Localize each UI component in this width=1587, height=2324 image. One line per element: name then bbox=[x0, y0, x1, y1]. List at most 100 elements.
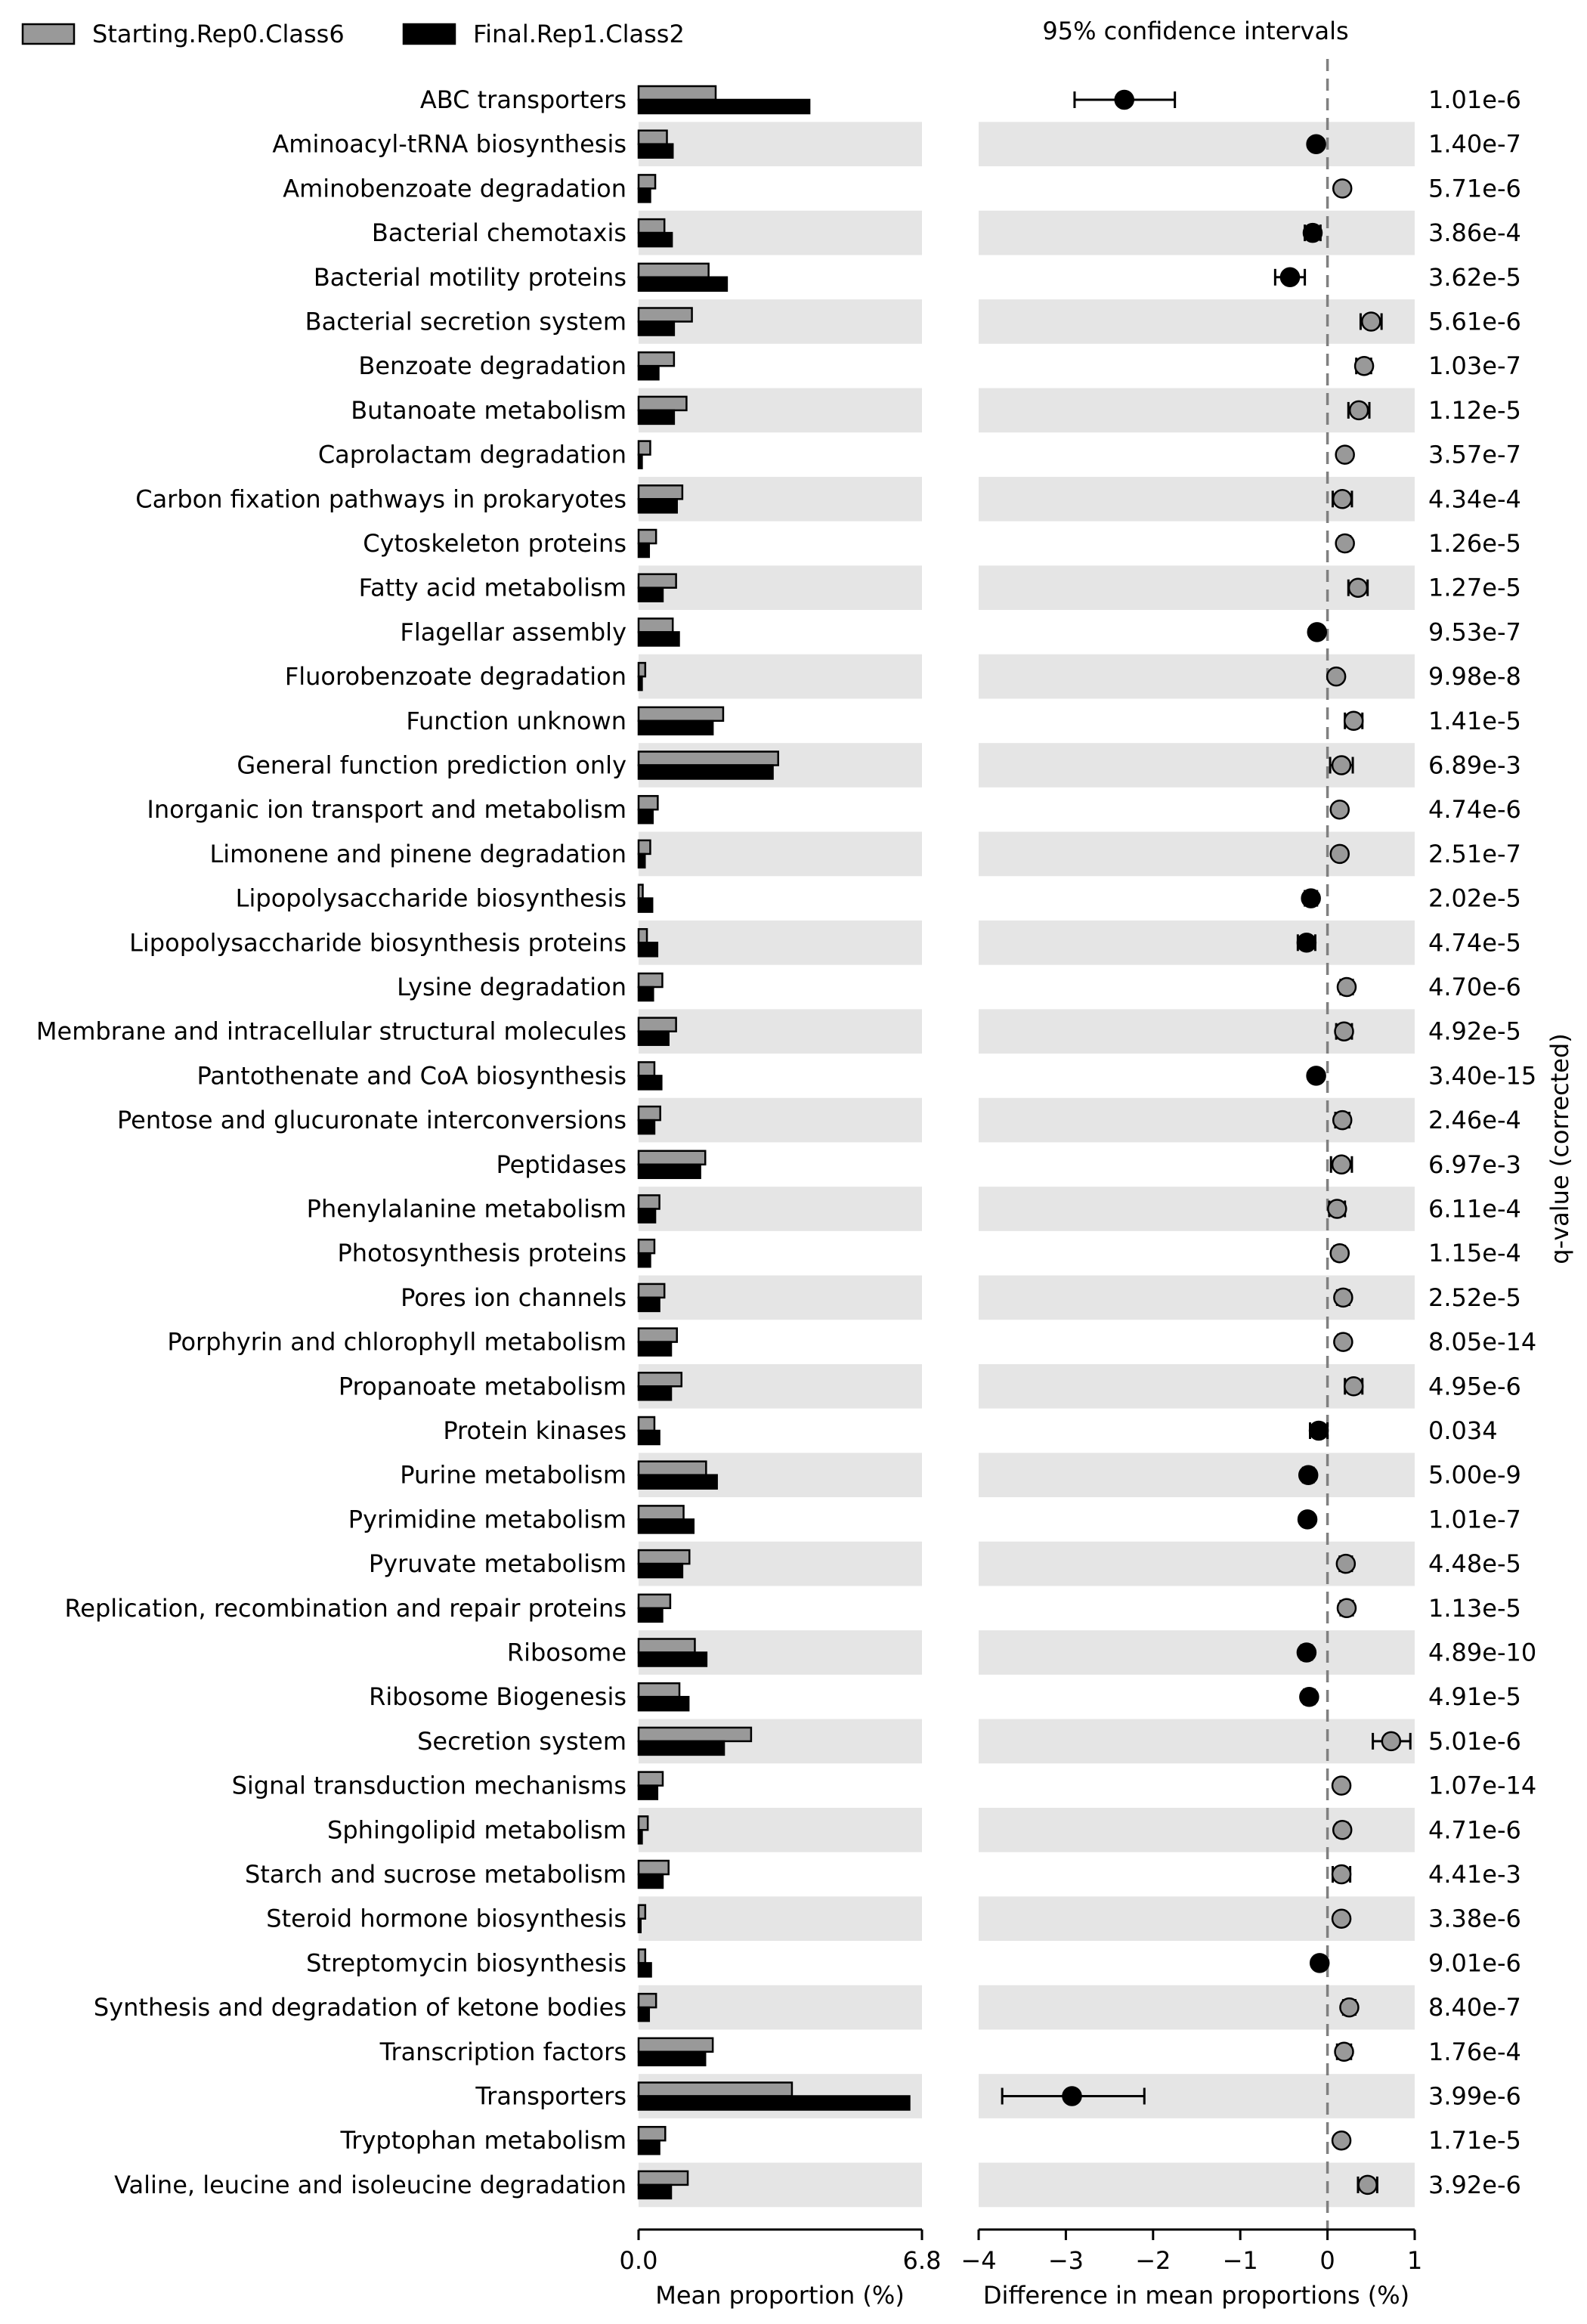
band-right-1 bbox=[979, 122, 1415, 167]
category-label: Flagellar assembly bbox=[400, 617, 626, 646]
qvalue: 8.05e-14 bbox=[1428, 1328, 1536, 1357]
bar-final bbox=[637, 364, 660, 381]
legend-swatch-final bbox=[402, 23, 456, 45]
category-label: Protein kinases bbox=[443, 1416, 626, 1445]
diff-point bbox=[1296, 933, 1317, 953]
bar-starting bbox=[637, 1372, 683, 1388]
bar-final bbox=[637, 1651, 708, 1667]
bar-starting bbox=[637, 1638, 696, 1654]
diff-point bbox=[1333, 1287, 1353, 1308]
diff-point bbox=[1343, 1376, 1364, 1397]
band-right-47 bbox=[979, 2162, 1415, 2208]
bar-starting bbox=[637, 839, 651, 856]
diff-point bbox=[1307, 622, 1328, 642]
left-tick-label: 0.0 bbox=[620, 2246, 658, 2275]
bar-final bbox=[637, 1873, 664, 1889]
left-tick-label: 6.8 bbox=[903, 2246, 942, 2275]
diff-point bbox=[1335, 444, 1355, 465]
diff-point bbox=[1333, 1332, 1353, 1352]
bar-final bbox=[637, 1163, 701, 1180]
bar-final bbox=[637, 98, 811, 115]
diff-point bbox=[1381, 1731, 1402, 1752]
bar-final bbox=[637, 2006, 651, 2022]
bar-starting bbox=[637, 1771, 664, 1787]
bar-starting bbox=[637, 1593, 672, 1610]
qvalue: 6.89e-3 bbox=[1428, 751, 1521, 780]
right-tick-label: −2 bbox=[1135, 2246, 1171, 2275]
row-bands bbox=[639, 122, 1415, 2208]
bar-final bbox=[637, 1695, 690, 1712]
category-label: Secretion system bbox=[417, 1727, 626, 1756]
category-label: Streptomycin biosynthesis bbox=[306, 1948, 626, 1977]
qvalue: 4.70e-6 bbox=[1428, 973, 1521, 1001]
diff-point bbox=[1329, 1242, 1350, 1264]
bar-starting bbox=[637, 661, 647, 678]
bar-final bbox=[637, 409, 676, 425]
diff-point bbox=[1309, 1953, 1330, 1973]
diff-point bbox=[1334, 2041, 1354, 2063]
band-left-23 bbox=[639, 1097, 922, 1143]
diff-point bbox=[1361, 311, 1381, 332]
bar-final bbox=[637, 808, 654, 825]
diff-point bbox=[1297, 1509, 1318, 1530]
bar-final bbox=[637, 764, 774, 780]
bar-final bbox=[637, 897, 654, 913]
qvalue: 2.46e-4 bbox=[1428, 1106, 1521, 1134]
category-label: Starch and sucrose metabolism bbox=[245, 1860, 626, 1889]
category-label: Sphingolipid metabolism bbox=[327, 1815, 626, 1844]
diff-point bbox=[1332, 178, 1353, 199]
band-right-19 bbox=[979, 920, 1415, 965]
category-label: Signal transduction mechanisms bbox=[232, 1772, 626, 1800]
bar-starting bbox=[637, 1017, 677, 1032]
bar-starting bbox=[637, 1549, 691, 1565]
legend: Starting.Rep0.Class6 Final.Rep1.Class2 bbox=[21, 20, 685, 48]
band-right-13 bbox=[979, 654, 1415, 699]
bar-starting bbox=[637, 1283, 666, 1299]
category-labels: ABC transporters Aminoacyl-tRNA biosynthe… bbox=[36, 85, 626, 2199]
diff-point bbox=[1306, 134, 1326, 154]
diff-point bbox=[1357, 2174, 1378, 2196]
category-label: Purine metabolism bbox=[400, 1461, 626, 1490]
bar-final bbox=[637, 631, 680, 647]
diff-point bbox=[1326, 666, 1347, 687]
bar-starting bbox=[637, 1061, 656, 1077]
bar-starting bbox=[637, 2081, 794, 2097]
diff-point bbox=[1347, 577, 1369, 598]
band-left-21 bbox=[639, 1009, 922, 1054]
bar-final bbox=[637, 1829, 643, 1845]
bar-final bbox=[637, 2095, 911, 2111]
right-tick-label: −1 bbox=[1223, 2246, 1258, 2275]
diff-point bbox=[1348, 400, 1369, 421]
qvalue: 2.52e-5 bbox=[1428, 1283, 1521, 1312]
band-left-27 bbox=[639, 1275, 922, 1320]
bar-starting bbox=[637, 484, 684, 500]
qvalue: 5.01e-6 bbox=[1428, 1727, 1521, 1756]
diff-point bbox=[1336, 976, 1357, 998]
category-label: Pores ion channels bbox=[401, 1283, 626, 1312]
qvalue: 1.15e-4 bbox=[1428, 1239, 1521, 1267]
qvalue: 1.41e-5 bbox=[1428, 707, 1521, 735]
diff-point bbox=[1353, 355, 1375, 376]
diff-point bbox=[1306, 1066, 1326, 1086]
bar-starting bbox=[637, 1238, 656, 1255]
category-label: Pyruvate metabolism bbox=[369, 1549, 626, 1578]
qvalue: 8.40e-7 bbox=[1428, 1993, 1521, 2022]
bar-final bbox=[637, 143, 674, 159]
bar-final bbox=[637, 1784, 659, 1800]
axes: 0.0 6.8 −4 −3 −2 −1 0 1 bbox=[620, 2228, 1422, 2275]
category-label: Carbon fixation pathways in prokaryotes bbox=[135, 484, 626, 513]
diff-point bbox=[1332, 1820, 1353, 1840]
qvalue: 0.034 bbox=[1428, 1416, 1498, 1445]
bar-final bbox=[637, 1385, 673, 1401]
qvalue-labels: 1.01e-6 1.40e-7 5.71e-6 3.86e-4 3.62e-5 5.61e… bbox=[1428, 85, 1536, 2199]
legend-swatch-starting bbox=[21, 23, 76, 45]
category-label: Fatty acid metabolism bbox=[359, 574, 626, 602]
bar-final bbox=[637, 2050, 707, 2067]
diff-point bbox=[1336, 1598, 1357, 1619]
diff-point bbox=[1331, 1154, 1352, 1175]
category-label: Steroid hormone biosynthesis bbox=[266, 1905, 626, 1933]
category-label: Ribosome bbox=[507, 1639, 626, 1667]
band-left-29 bbox=[639, 1363, 922, 1409]
